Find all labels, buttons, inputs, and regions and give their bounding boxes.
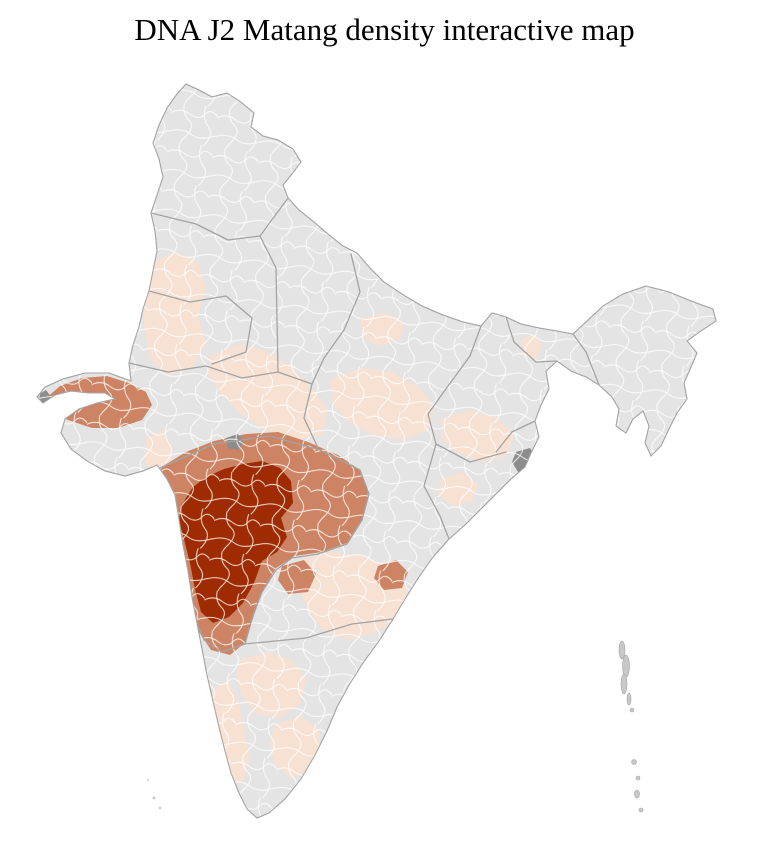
district-boundaries-overlay <box>37 84 716 818</box>
lakshadweep-islands[interactable] <box>147 779 162 810</box>
state-boundaries <box>128 197 600 653</box>
andaman-nicobar-islands[interactable] <box>618 640 644 813</box>
page-title: DNA J2 Matang density interactive map <box>134 12 635 47</box>
india-coastline-outline <box>36 83 717 819</box>
